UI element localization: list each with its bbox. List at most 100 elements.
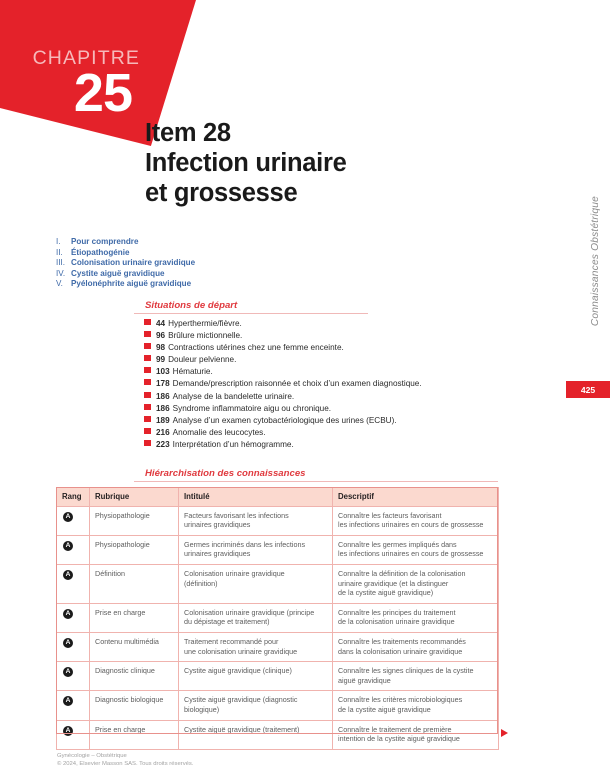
footer-copyright: © 2024, Elsevier Masson SAS. Tous droits… (57, 761, 194, 768)
cell-line: Définition (95, 568, 125, 578)
situation-code: 189 (156, 415, 170, 425)
table-row: A Physiopathologie Facteurs favorisant l… (56, 505, 499, 536)
rank-badge: A (63, 667, 73, 678)
hierarchisation-heading-rule (134, 481, 498, 482)
cell-line: Connaître le traitement de première (338, 724, 452, 734)
situation-code: 186 (156, 391, 170, 401)
chapter-number: 25 (73, 63, 133, 123)
cell-line: de la cystite aiguë gravidique (338, 704, 431, 714)
descriptif-cell: Connaître la définition de la colonisati… (332, 563, 499, 604)
column-header-intitule: Intitulé (178, 487, 333, 507)
cell-line: Diagnostic clinique (95, 666, 155, 676)
intitule-cell: Traitement recommandé pour une colonisat… (178, 631, 333, 663)
cell-line: Connaître la définition de la colonisati… (338, 568, 466, 578)
toc-item-label: Étiopathogénie (71, 247, 130, 257)
situation-text: Contractions utérines chez une femme enc… (168, 343, 344, 353)
rank-cell: A (56, 602, 90, 633)
rank-cell: A (56, 719, 90, 750)
toc-item-label: Colonisation urinaire gravidique (71, 258, 196, 268)
cell-line: de la colonisation urinaire gravidique (338, 617, 455, 627)
toc-item-5[interactable]: V. Pyélonéphrite aiguë gravidique (56, 279, 356, 290)
cell-line: Connaître les critères microbiologiques (338, 695, 463, 705)
list-item: 96 Brûlure mictionnelle. (144, 330, 564, 342)
cell-line: Connaître les facteurs favorisant (338, 510, 442, 520)
toc-item-number: I. (56, 237, 61, 246)
situation-text: Douleur pelvienne. (168, 355, 237, 365)
rank-cell: A (56, 534, 90, 565)
rubrique-cell: Prise en charge (89, 602, 179, 633)
rank-cell: A (56, 690, 90, 721)
square-bullet-icon (144, 343, 151, 350)
square-bullet-icon (144, 355, 151, 362)
toc-item-label: Cystite aiguë gravidique (71, 268, 165, 278)
cell-line: urinaires gravidiques (184, 549, 251, 559)
cell-line: Prise en charge (95, 724, 146, 734)
rank-badge: A (63, 511, 73, 522)
table-row: A Prise en charge Cystite aiguë gravidiq… (56, 719, 499, 750)
intitule-cell: Cystite aiguë gravidique (clinique) (178, 661, 333, 692)
intitule-cell: Cystite aiguë gravidique (diagnostic bio… (178, 690, 333, 721)
situation-code: 216 (156, 427, 170, 437)
cell-line: Prise en charge (95, 607, 146, 617)
square-bullet-icon (144, 367, 151, 374)
cell-line: Connaître les traitements recommandés (338, 636, 466, 646)
page-title-line-1: Item 28 (145, 119, 231, 147)
table-row: A Définition Colonisation urinaire gravi… (56, 563, 499, 604)
list-item: 216 Anomalie des leucocytes. (144, 427, 564, 439)
situations-heading: Situations de départ (145, 300, 238, 311)
cell-line: les infections urinaires en cours de gro… (338, 549, 484, 559)
table-row: A Physiopathologie Germes incriminés dan… (56, 534, 499, 565)
situation-text: Hématurie. (172, 367, 213, 377)
toc-item-3[interactable]: III. Colonisation urinaire gravidique (56, 258, 356, 269)
rubrique-cell: Définition (89, 563, 179, 604)
square-bullet-icon (144, 331, 151, 338)
cell-line: urinaires gravidiques (184, 520, 251, 530)
cell-line: dans la colonisation urinaire gravidique (338, 646, 463, 656)
cell-line: du dépistage et traitement) (184, 617, 270, 627)
cell-line: Connaître les principes du traitement (338, 607, 456, 617)
rank-badge: A (63, 725, 73, 736)
knowledge-table: Rang Rubrique Intitulé Descriptif A Phys… (56, 487, 499, 750)
cell-line: (définition) (184, 578, 218, 588)
column-header-rubrique: Rubrique (89, 487, 179, 507)
cell-line: Contenu multimédia (95, 636, 159, 646)
situation-code: 103 (156, 367, 170, 377)
cell-line: Physiopathologie (95, 510, 150, 520)
descriptif-cell: Connaître le traitement de première inte… (332, 719, 499, 750)
descriptif-cell: Connaître les principes du traitement de… (332, 602, 499, 633)
rank-badge: A (63, 540, 73, 551)
list-item: 44 Hyperthermie/fièvre. (144, 318, 564, 330)
list-item: 99 Douleur pelvienne. (144, 354, 564, 366)
toc-item-2[interactable]: II. Étiopathogénie (56, 248, 356, 259)
footer: Gynécologie – Obstétrique © 2024, Elsevi… (57, 752, 194, 768)
rubrique-cell: Contenu multimédia (89, 631, 179, 663)
cell-line: les infections urinaires en cours de gro… (338, 520, 484, 530)
rank-cell: A (56, 505, 90, 536)
toc-item-number: III. (56, 258, 65, 268)
toc-item-4[interactable]: IV. Cystite aiguë gravidique (56, 269, 356, 280)
square-bullet-icon (144, 415, 151, 422)
toc-item-1[interactable]: I. Pour comprendre (56, 237, 356, 248)
cell-line: urinaire gravidique (et la distinguer (338, 578, 449, 588)
intitule-cell: Colonisation urinaire gravidique (défini… (178, 563, 333, 604)
rubrique-cell: Physiopathologie (89, 505, 179, 536)
situation-text: Demande/prescription raisonnée et choix … (172, 379, 422, 389)
column-header-rang: Rang (56, 487, 90, 507)
list-item: 186 Syndrome inflammatoire aigu ou chron… (144, 403, 564, 415)
descriptif-cell: Connaître les facteurs favorisant les in… (332, 505, 499, 536)
cell-line: Connaître les germes impliqués dans (338, 539, 457, 549)
cell-line: de la cystite aiguë gravidique) (338, 588, 434, 598)
square-bullet-icon (144, 319, 151, 325)
toc-item-label: Pyélonéphrite aiguë gravidique (71, 279, 192, 289)
rank-badge: A (63, 696, 73, 707)
cell-line: intention de la cystite aiguë gravidique (338, 734, 460, 744)
situation-code: 98 (156, 343, 166, 353)
cell-line: Colonisation urinaire gravidique (184, 568, 285, 578)
intitule-cell: Colonisation urinaire gravidique (princi… (178, 602, 333, 633)
page-title-line-2: Infection urinaire (145, 149, 347, 177)
column-header-descriptif: Descriptif (332, 487, 499, 507)
situation-text: Analyse de la bandelette urinaire. (172, 391, 295, 401)
square-bullet-icon (144, 439, 151, 446)
situation-code: 99 (156, 355, 166, 365)
cell-line: Colonisation urinaire gravidique (princi… (184, 607, 315, 617)
